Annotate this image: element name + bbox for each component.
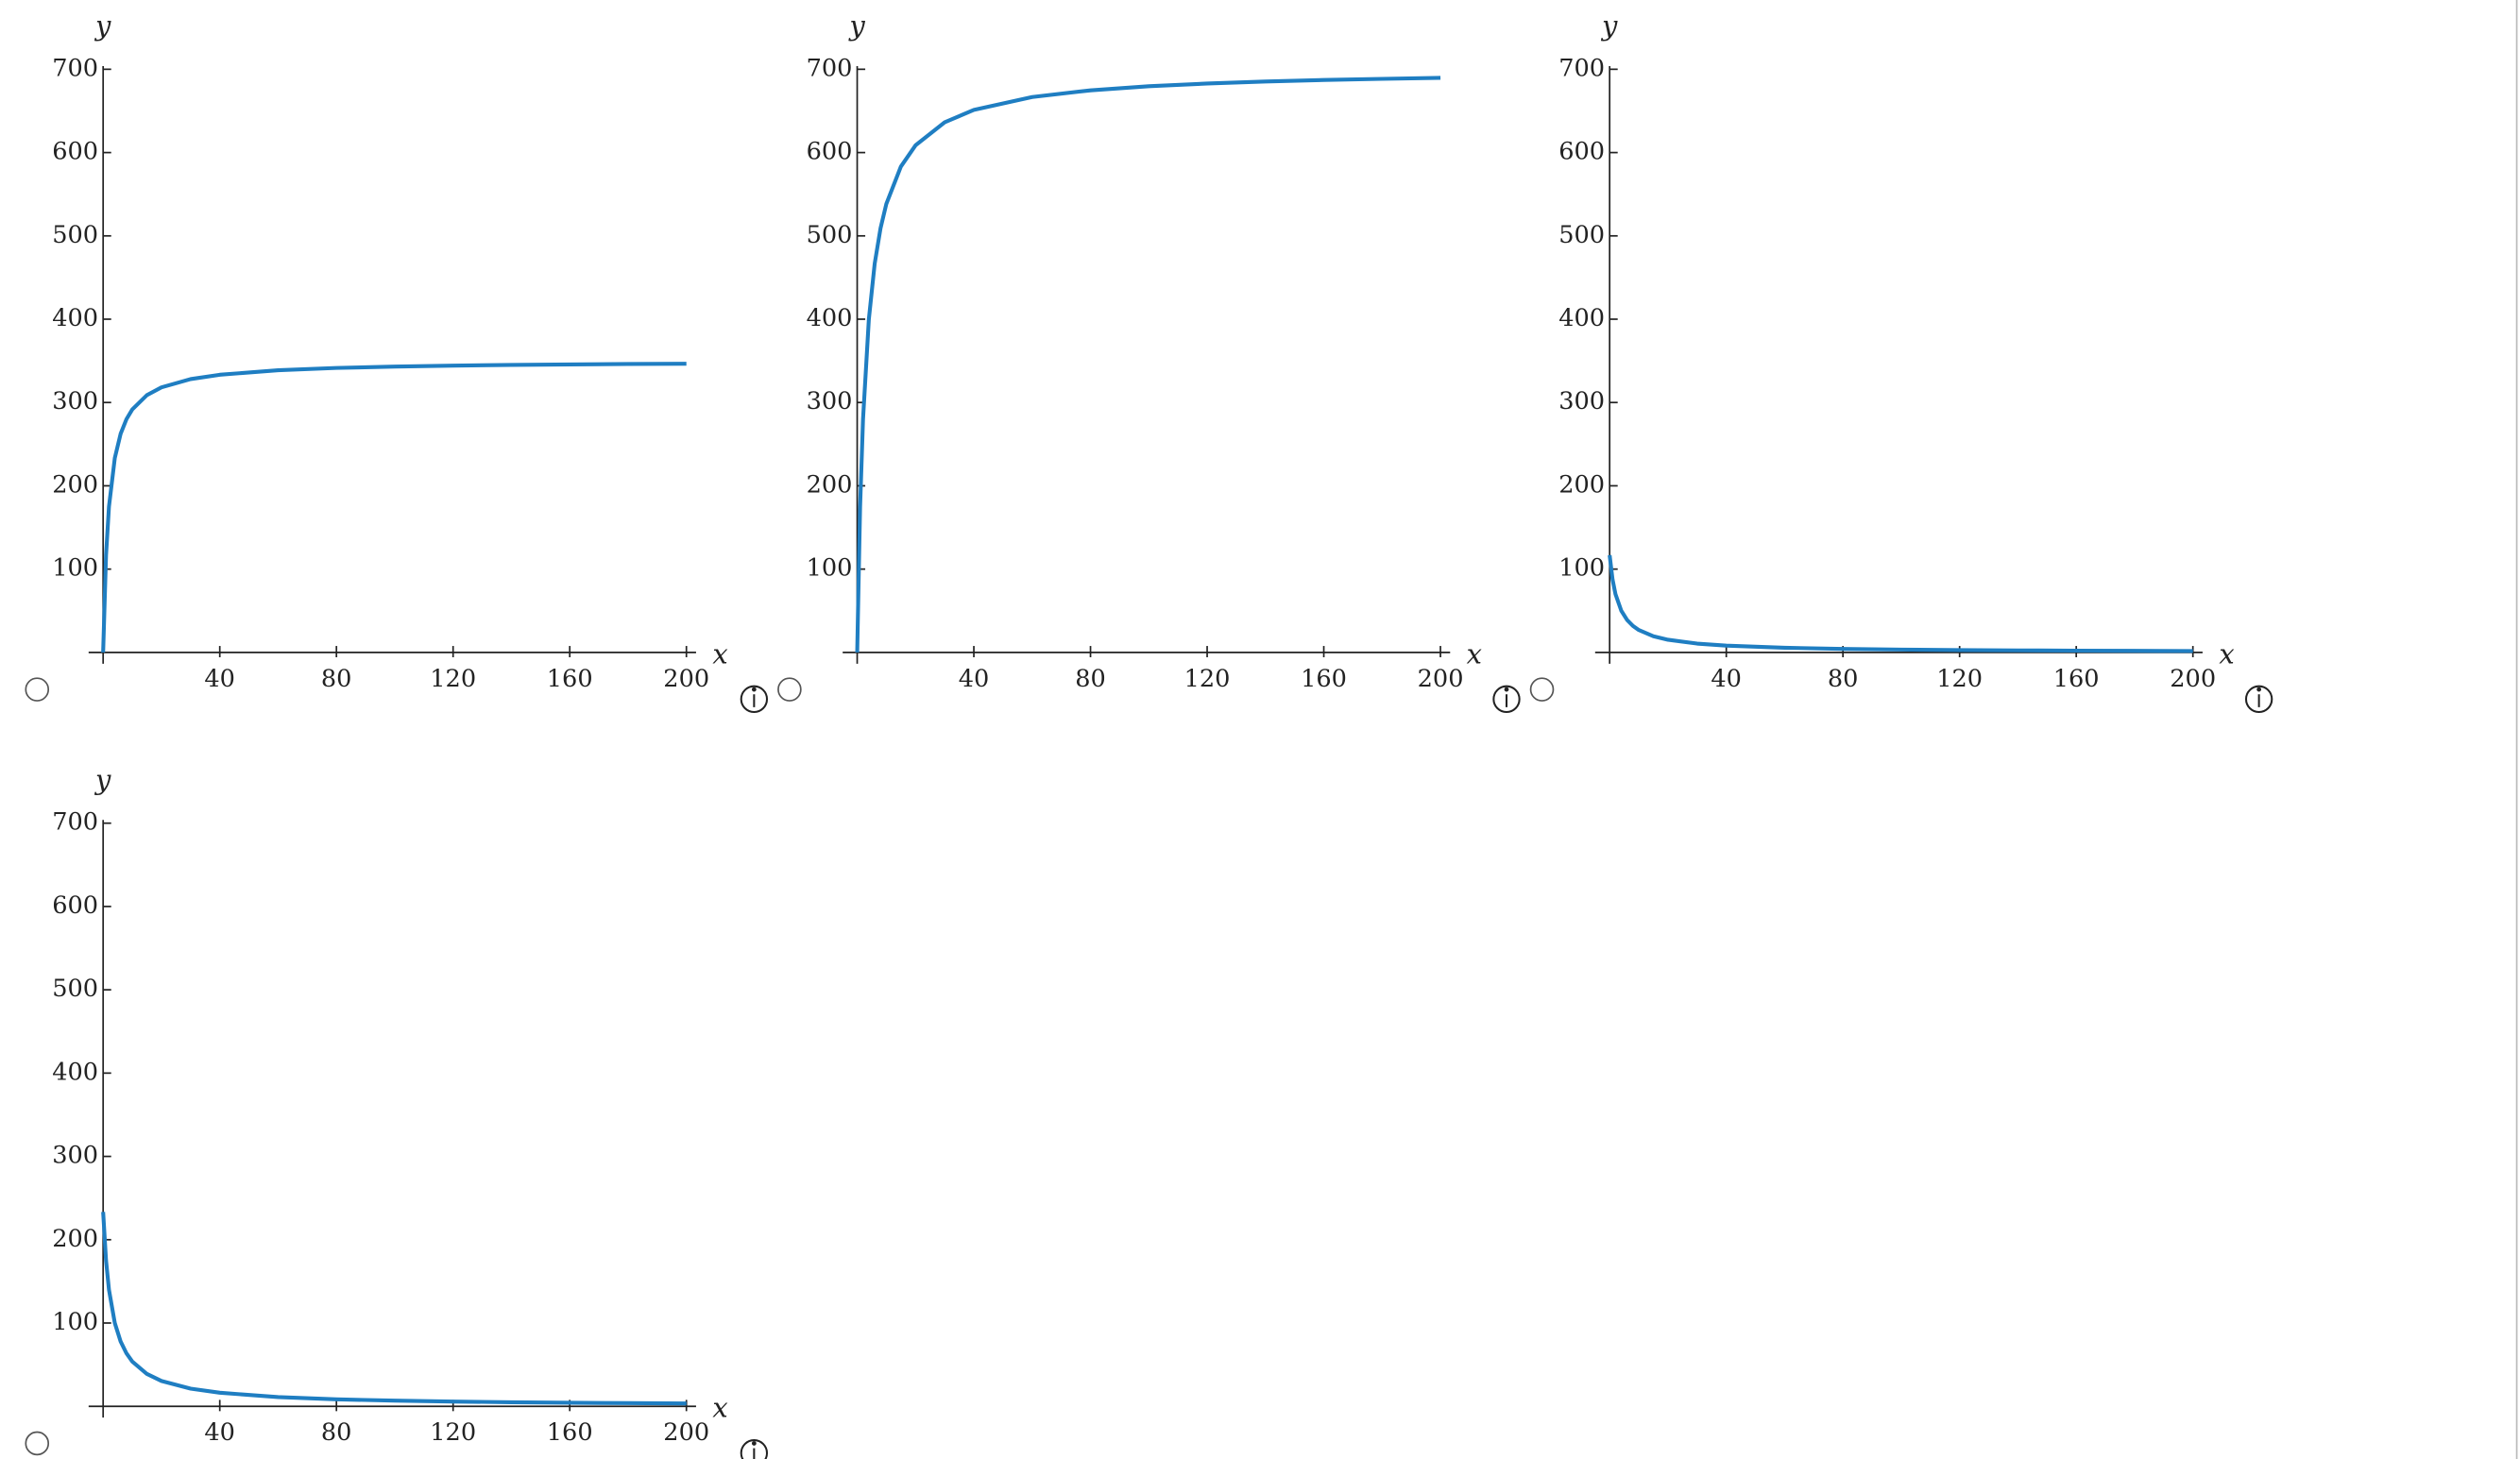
x-tick-label: 160 <box>547 1418 593 1447</box>
x-tick-label: 200 <box>663 665 709 693</box>
x-tick-label: 80 <box>321 1418 352 1447</box>
y-tick-label: 100 <box>1558 554 1605 583</box>
y-tick-label: 200 <box>1558 470 1605 499</box>
y-tick-label: 600 <box>1558 138 1605 166</box>
radio-buttons <box>25 677 1555 1456</box>
x-tick-label: 80 <box>1075 665 1106 693</box>
data-line <box>101 362 687 653</box>
y-tick-label: 700 <box>52 54 98 82</box>
y-tick-label: 600 <box>52 138 98 166</box>
y-tick-label: 400 <box>52 304 98 332</box>
x-tick-label: 120 <box>430 1418 476 1447</box>
y-tick-label: 100 <box>52 1308 98 1336</box>
data-line <box>101 1212 687 1406</box>
data-line <box>855 76 1441 653</box>
x-tick-label: 160 <box>2053 665 2100 693</box>
chart: y x 100 200 300 400 500 600 700 40 80 120 160 200 <box>52 9 727 693</box>
y-tick-label: 700 <box>807 54 853 82</box>
x-axis-label: x <box>2219 637 2234 670</box>
x-tick-label: 80 <box>321 665 352 693</box>
radio-option[interactable] <box>777 677 802 702</box>
radio-option[interactable] <box>25 677 50 702</box>
y-tick-label: 300 <box>807 387 853 416</box>
y-tick-label: 300 <box>52 387 98 416</box>
x-tick-label: 120 <box>1936 665 1983 693</box>
chart: y x 100 200 300 400 500 600 700 40 80 120 160 200 <box>807 9 1482 693</box>
chart: y x 100 200 300 400 500 600 700 40 80 120 160 200 <box>52 763 727 1447</box>
x-tick-label: 40 <box>204 665 235 693</box>
y-tick-label: 500 <box>1558 221 1605 249</box>
radio-option[interactable] <box>1529 677 1555 702</box>
y-tick-label: 400 <box>807 304 853 332</box>
y-tick-label: 200 <box>52 1225 98 1253</box>
y-tick-label: 600 <box>807 138 853 166</box>
y-axis-label: y <box>94 9 111 42</box>
y-tick-label: 700 <box>52 808 98 837</box>
x-tick-label: 120 <box>1184 665 1231 693</box>
x-tick-label: 40 <box>959 665 990 693</box>
y-tick-label: 200 <box>52 470 98 499</box>
data-line <box>1608 554 2193 653</box>
y-tick-label: 700 <box>1558 54 1605 82</box>
x-tick-label: 200 <box>2170 665 2216 693</box>
y-tick-label: 100 <box>807 554 853 583</box>
x-tick-label: 80 <box>1828 665 1859 693</box>
y-tick-label: 500 <box>807 221 853 249</box>
y-axis-label: y <box>847 9 865 42</box>
y-tick-label: 100 <box>52 554 98 583</box>
x-tick-label: 120 <box>430 665 476 693</box>
y-tick-label: 500 <box>52 975 98 1003</box>
y-axis-label: y <box>1600 9 1618 42</box>
info-icons <box>740 685 2273 1459</box>
y-tick-label: 300 <box>1558 387 1605 416</box>
chart: y x 100 200 300 400 500 600 700 40 80 120 160 200 <box>1558 9 2234 693</box>
info-icon[interactable] <box>740 1439 769 1459</box>
y-tick-label: 600 <box>52 891 98 920</box>
x-tick-label: 200 <box>663 1418 709 1447</box>
x-axis-label: x <box>712 1392 727 1424</box>
x-tick-label: 40 <box>204 1418 235 1447</box>
y-tick-label: 400 <box>1558 304 1605 332</box>
info-icon[interactable] <box>740 685 769 714</box>
x-tick-label: 200 <box>1418 665 1464 693</box>
x-axis-label: x <box>1467 637 1482 670</box>
x-axis-label: x <box>712 637 727 670</box>
y-tick-label: 300 <box>52 1142 98 1170</box>
y-tick-label: 500 <box>52 221 98 249</box>
info-icon[interactable] <box>2244 685 2273 714</box>
y-tick-label: 200 <box>807 470 853 499</box>
y-tick-label: 400 <box>52 1058 98 1086</box>
x-tick-label: 160 <box>1301 665 1347 693</box>
x-tick-label: 160 <box>547 665 593 693</box>
x-tick-label: 40 <box>1711 665 1742 693</box>
y-axis-label: y <box>94 763 111 795</box>
radio-option[interactable] <box>25 1431 50 1456</box>
info-icon[interactable] <box>1492 685 1521 714</box>
